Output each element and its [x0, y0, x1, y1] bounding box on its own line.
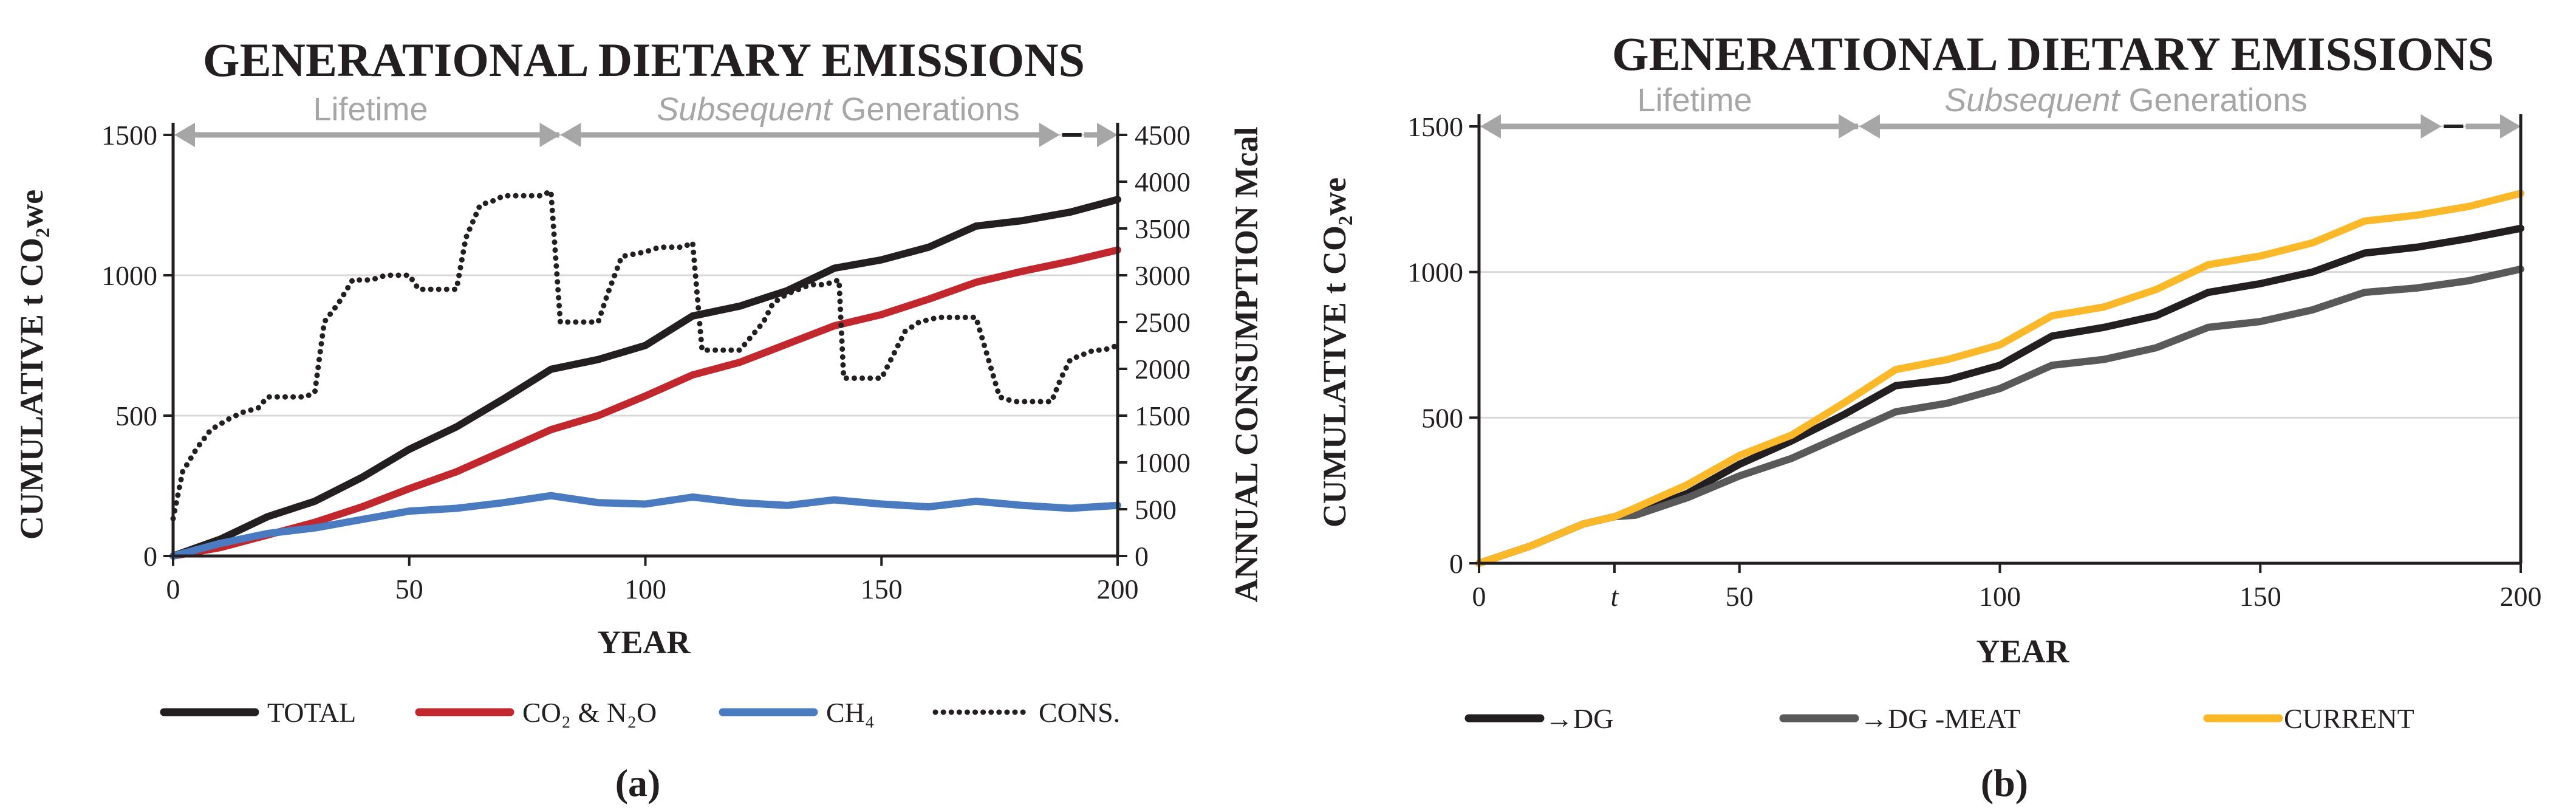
chart-a-subsequent-label: Subsequent Generations — [657, 91, 1019, 128]
legend-label: CH₄ — [826, 697, 875, 728]
x-tick-label: 100 — [1979, 581, 2021, 612]
y2-tick-label: 0 — [1135, 541, 1149, 572]
y-tick-label: 1500 — [101, 120, 157, 151]
x-tick-label: 150 — [861, 574, 903, 605]
band-arrowhead — [1039, 123, 1060, 147]
x-tick-label: 100 — [624, 574, 666, 605]
chart-b-timeline-band: Lifetime Subsequent Generations — [1480, 82, 2521, 139]
y2-tick-label: 4000 — [1135, 166, 1191, 197]
y2-tick-label: 1000 — [1135, 447, 1191, 478]
chart-b-panel-label: (b) — [1981, 761, 2028, 805]
chart-a-x-axis-label: YEAR — [597, 624, 691, 661]
y2-tick-label: 3000 — [1135, 260, 1191, 291]
band-arrowhead — [1838, 114, 1859, 139]
legend-label: CO₂ & N₂O — [522, 697, 657, 728]
series-line-cons — [170, 188, 1121, 521]
chart-panel-a: GENERATIONAL DIETARY EMISSIONS Lifetime … — [13, 33, 1265, 805]
chart-a-title: GENERATIONAL DIETARY EMISSIONS — [203, 33, 1085, 86]
y2-tick-label: 2000 — [1135, 354, 1191, 385]
chart-a-panel-label: (a) — [615, 761, 661, 805]
series-line-dg-meat — [1475, 265, 2524, 567]
chart-a-y2-axis-label: ANNUAL CONSUMPTION Mcal — [1228, 127, 1265, 603]
chart-a-y-axis-label: CUMULATIVE t CO₂we — [13, 190, 50, 540]
x-tick-label: 150 — [2239, 581, 2281, 612]
legend-label: →DG — [1545, 703, 1613, 734]
x-tick-label: 200 — [1097, 574, 1139, 605]
chart-b-y-axis-label: CUMULATIVE t CO₂we — [1316, 177, 1353, 527]
x-tick-label: 0 — [1472, 581, 1486, 612]
y-tick-label: 1500 — [1407, 111, 1463, 142]
chart-b-axes — [1477, 114, 2523, 565]
x-tick-label: 50 — [1726, 581, 1754, 612]
chart-b-series — [1475, 190, 2524, 567]
chart-b-subsequent-label: Subsequent Generations — [1944, 82, 2307, 118]
legend-label: TOTAL — [267, 697, 356, 728]
y-tick-label: 500 — [1421, 402, 1463, 433]
chart-b-title: GENERATIONAL DIETARY EMISSIONS — [1612, 27, 2494, 80]
series-line-co-n-o — [169, 246, 1121, 560]
chart-b-lifetime-label: Lifetime — [1637, 82, 1752, 118]
x-tick-label: 0 — [166, 574, 180, 605]
legend-label: CONS. — [1039, 697, 1120, 728]
x-tick-label: 200 — [2500, 581, 2542, 612]
y2-tick-label: 4500 — [1135, 120, 1191, 151]
band-arrowhead-left — [1480, 114, 1501, 139]
legend-label: CURRENT — [2284, 703, 2414, 734]
chart-a-series — [169, 188, 1121, 560]
chart-a-legend: TOTAL CO₂ & N₂O CH₄ CONS. — [160, 697, 1120, 728]
y2-tick-label: 1500 — [1135, 400, 1191, 431]
band-arrowhead — [2421, 114, 2442, 139]
y2-tick-label: 3500 — [1135, 213, 1191, 244]
chart-b-legend: →DG →DG -MEAT CURRENT — [1464, 703, 2414, 734]
y-tick-label: 0 — [1449, 548, 1463, 579]
y-tick-label: 500 — [115, 400, 157, 431]
y2-tick-label: 500 — [1135, 494, 1177, 525]
chart-a-tick-labels: 0500100015000500100015002000250030003500… — [101, 120, 1191, 605]
y-tick-label: 1000 — [1407, 257, 1463, 288]
chart-a-gridlines — [173, 134, 1118, 417]
legend-label: →DG -MEAT — [1860, 703, 2020, 734]
series-line-total — [169, 196, 1121, 560]
chart-a-timeline-band: Lifetime Subsequent Generations — [174, 91, 1118, 147]
band-arrowhead-right — [2500, 114, 2521, 139]
y-tick-label: 0 — [143, 541, 157, 572]
y2-tick-label: 2500 — [1135, 307, 1191, 338]
band-arrowhead — [539, 123, 561, 147]
band-arrowhead-right — [1097, 123, 1118, 147]
chart-b-tick-labels: 0 500 1000 1500 0 t 50 100 150 200 — [1407, 111, 2542, 612]
chart-b-x-axis-label: YEAR — [1976, 633, 2069, 670]
chart-a-axes — [171, 123, 1119, 558]
band-arrowhead-left — [174, 123, 195, 147]
series-line-current — [1475, 190, 2524, 567]
chart-b-gridlines — [1479, 125, 2521, 419]
chart-panel-b: GENERATIONAL DIETARY EMISSIONS Lifetime … — [1316, 27, 2542, 805]
x-tick-label: 50 — [395, 574, 423, 605]
x-tick-label: t — [1611, 581, 1619, 612]
y-tick-label: 1000 — [101, 260, 157, 291]
chart-a-lifetime-label: Lifetime — [313, 91, 428, 128]
series-line-ch — [169, 492, 1121, 560]
